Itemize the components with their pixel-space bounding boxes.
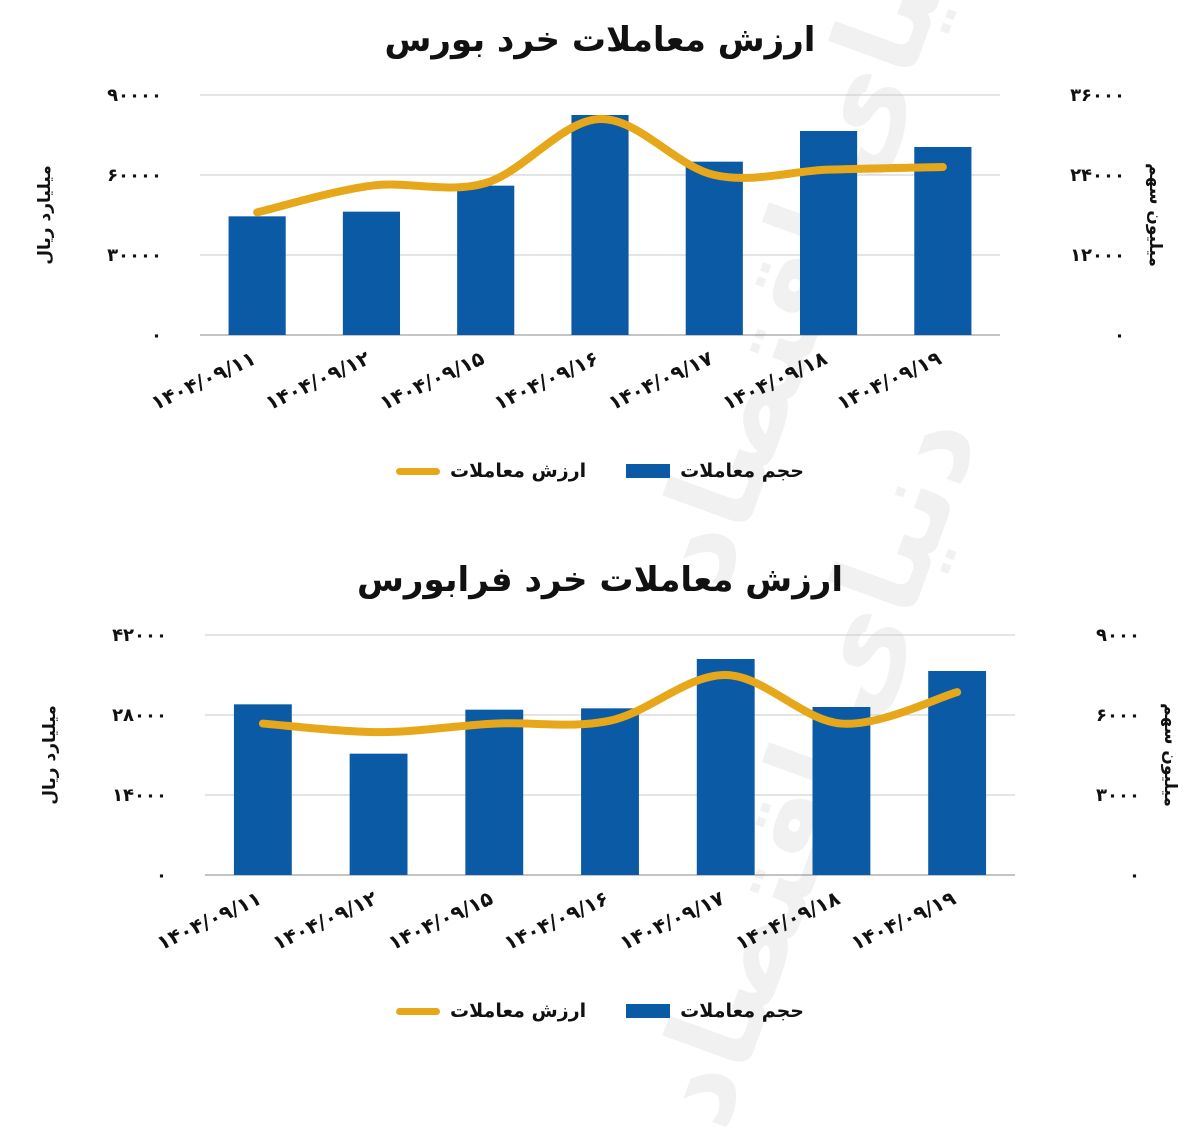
bar [813, 707, 871, 875]
bar [581, 708, 639, 875]
bar [800, 131, 857, 335]
left-axis-label: میلیارد ریال [40, 705, 60, 804]
chart-title-farabourse: ارزش معاملات خرد فرابورس [0, 560, 1200, 600]
bar [686, 162, 743, 335]
bar [350, 754, 408, 875]
chart-title-bourse: ارزش معاملات خرد بورس [0, 20, 1200, 60]
legend-item-value: ارزش معاملات [396, 460, 586, 482]
x-tick-label: ۱۴۰۴/۰۹/۱۹ [847, 886, 959, 955]
bar [571, 115, 628, 335]
x-tick-label: ۱۴۰۴/۰۹/۱۱ [153, 886, 265, 955]
right-axis-label: میلیون سهم [1160, 703, 1180, 807]
legend-label-value-2: ارزش معاملات [450, 1000, 586, 1022]
legend-item-volume-2: حجم معاملات [626, 1000, 804, 1022]
x-tick-label: ۱۴۰۴/۰۹/۱۲ [262, 346, 374, 415]
bar [343, 212, 400, 335]
x-tick-label: ۱۴۰۴/۰۹/۱۹ [833, 346, 945, 415]
x-tick-label: ۱۴۰۴/۰۹/۱۵ [376, 346, 488, 415]
right-tick-label: ۱۲۰۰۰ [1070, 245, 1125, 266]
chart-farabourse: ۰ ۱۴۰۰۰ ۲۸۰۰۰ ۴۲۰۰۰ ۰ ۳۰۰۰ ۶۰۰۰ ۹۰۰۰ میلیارد ریا… [0, 610, 1200, 1050]
legend-swatch-volume [626, 464, 670, 478]
left-tick-label: ۳۰۰۰۰ [107, 245, 162, 266]
right-tick-label: ۶۰۰۰ [1096, 705, 1140, 726]
bar [234, 704, 292, 875]
x-tick-label: ۱۴۰۴/۰۹/۱۷ [605, 346, 717, 415]
legend-label-volume: حجم معاملات [680, 460, 804, 482]
x-tick-label: ۱۴۰۴/۰۹/۱۷ [616, 886, 728, 955]
left-tick-label: ۱۴۰۰۰ [112, 785, 167, 806]
legend-swatch-volume-2 [626, 1004, 670, 1018]
x-tick-label: ۱۴۰۴/۰۹/۱۶ [490, 346, 602, 415]
bar [457, 186, 514, 335]
series-line-value [263, 675, 957, 732]
bar [697, 659, 755, 875]
left-tick-label: ۰ [156, 865, 167, 886]
bar [229, 216, 286, 335]
left-tick-label: ۰ [151, 325, 162, 346]
legend-label-volume-2: حجم معاملات [680, 1000, 804, 1022]
legend-farabourse: حجم معاملات ارزش معاملات [0, 1000, 1200, 1022]
left-tick-label: ۹۰۰۰۰ [107, 85, 162, 106]
right-tick-label: ۰ [1114, 325, 1125, 346]
left-tick-label: ۶۰۰۰۰ [107, 165, 162, 186]
legend-swatch-value [396, 468, 440, 475]
legend-item-volume: حجم معاملات [626, 460, 804, 482]
legend-label-value: ارزش معاملات [450, 460, 586, 482]
x-tick-label: ۱۴۰۴/۰۹/۱۸ [732, 886, 844, 955]
x-tick-label: ۱۴۰۴/۰۹/۱۸ [719, 346, 831, 415]
right-tick-label: ۳۶۰۰۰ [1070, 85, 1125, 106]
x-tick-label: ۱۴۰۴/۰۹/۱۱ [147, 346, 259, 415]
left-tick-label: ۲۸۰۰۰ [112, 705, 167, 726]
right-tick-label: ۰ [1129, 865, 1140, 886]
x-tick-label: ۱۴۰۴/۰۹/۱۲ [269, 886, 381, 955]
legend-item-value-2: ارزش معاملات [396, 1000, 586, 1022]
bar [465, 710, 523, 875]
bar [914, 147, 971, 335]
legend-bourse: حجم معاملات ارزش معاملات [0, 460, 1200, 482]
right-tick-label: ۲۴۰۰۰ [1070, 165, 1125, 186]
left-axis-label: میلیارد ریال [35, 165, 55, 264]
x-tick-label: ۱۴۰۴/۰۹/۱۵ [385, 886, 497, 955]
x-tick-label: ۱۴۰۴/۰۹/۱۶ [500, 886, 612, 955]
right-axis-label: میلیون سهم [1145, 163, 1165, 267]
right-tick-label: ۳۰۰۰ [1096, 785, 1140, 806]
legend-swatch-value-2 [396, 1008, 440, 1015]
left-tick-label: ۴۲۰۰۰ [112, 625, 167, 646]
right-tick-label: ۹۰۰۰ [1096, 625, 1140, 646]
